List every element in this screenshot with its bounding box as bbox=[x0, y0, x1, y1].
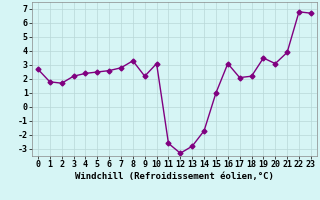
X-axis label: Windchill (Refroidissement éolien,°C): Windchill (Refroidissement éolien,°C) bbox=[75, 172, 274, 181]
